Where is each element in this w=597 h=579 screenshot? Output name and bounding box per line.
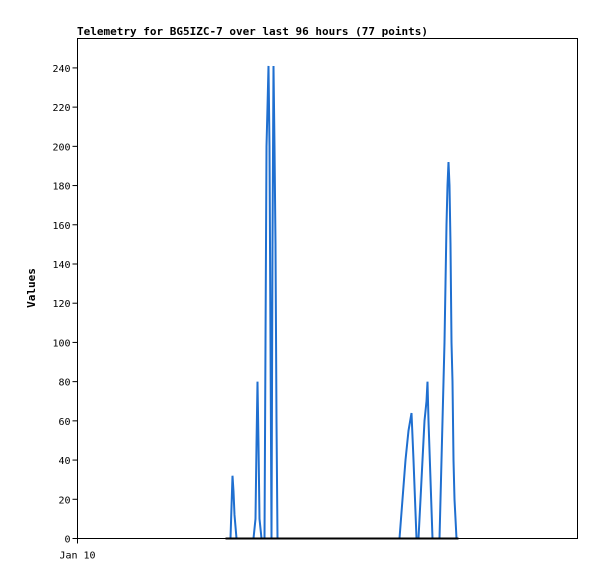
x-tick-label: Jan 10: [59, 551, 95, 562]
y-tick-label: 80: [58, 378, 70, 389]
y-tick-label: 220: [52, 103, 70, 114]
y-tick-label: 40: [58, 456, 70, 467]
y-tick-label: 200: [52, 142, 70, 153]
y-tick-label: 0: [64, 535, 70, 546]
y-axis-label: Values: [25, 268, 38, 308]
y-axis: 0 20 40 60 80 100 120 140 160 180 200 220 240: [52, 64, 78, 546]
y-tick-label: 20: [58, 495, 70, 506]
y-tick-label: 60: [58, 417, 70, 428]
y-tick-label: 180: [52, 182, 70, 193]
y-tick-label: 160: [52, 221, 70, 232]
y-tick-label: 240: [52, 64, 70, 75]
chart-title: Telemetry for BG5IZC-7 over last 96 hour…: [77, 25, 428, 38]
series-layer: [225, 65, 459, 540]
y-tick-label: 100: [52, 338, 70, 349]
y-tick-label: 140: [52, 260, 70, 271]
y-tick-label: 120: [52, 299, 70, 310]
x-axis: Jan 10: [59, 538, 96, 562]
plot-area: [77, 38, 578, 539]
